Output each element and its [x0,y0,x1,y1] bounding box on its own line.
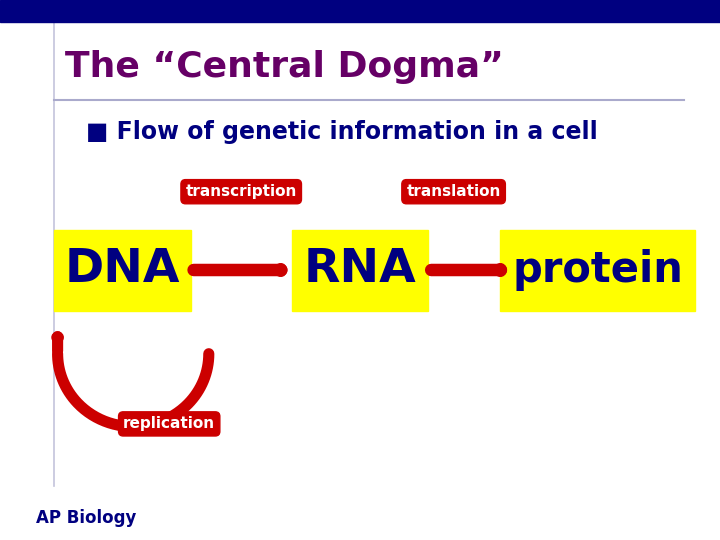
Bar [0,0,720,22]
Text: The “Central Dogma”: The “Central Dogma” [65,51,504,84]
Text: ■ Flow of genetic information in a cell: ■ Flow of genetic information in a cell [86,120,598,144]
Text: transcription: transcription [186,184,297,199]
Text: RNA: RNA [304,247,416,293]
FancyBboxPatch shape [500,230,695,310]
Text: AP Biology: AP Biology [36,509,136,528]
Text: replication: replication [123,416,215,431]
Text: translation: translation [406,184,501,199]
FancyBboxPatch shape [54,230,191,310]
Text: DNA: DNA [65,247,180,293]
FancyBboxPatch shape [292,230,428,310]
Text: protein: protein [512,249,683,291]
